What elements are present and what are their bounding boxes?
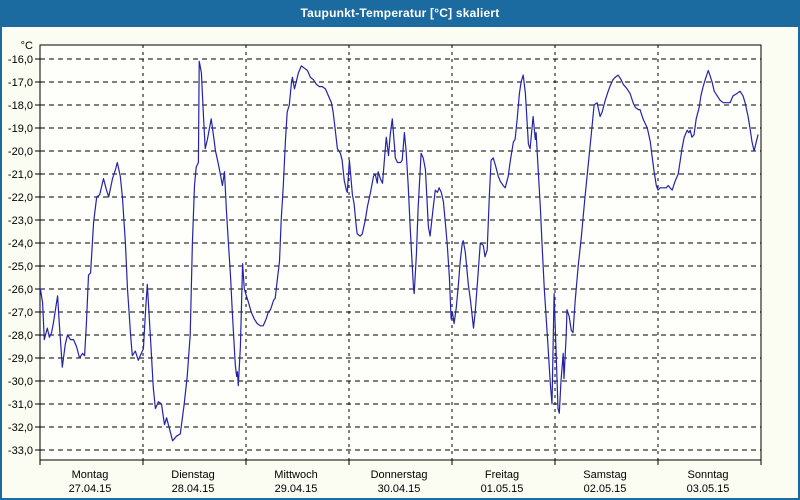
plot-border: [39, 44, 762, 461]
day-name-label: Mittwoch: [274, 469, 317, 481]
day-date-label: 29.04.15: [275, 483, 318, 495]
y-tick-label: -20,0: [8, 146, 33, 158]
chart-title: Taupunkt-Temperatur [°C] skaliert: [300, 6, 500, 20]
y-tick-label: -31,0: [8, 399, 33, 411]
title-bar: Taupunkt-Temperatur [°C] skaliert: [2, 0, 798, 27]
y-tick-label: -21,0: [8, 169, 33, 181]
chart-area: -16,0 -17,0 -18,0 -19,0 -20,0 -21,0 -22,0 -23,0…: [2, 27, 798, 498]
y-tick-label: -28,0: [8, 330, 33, 342]
day-name-label: Montag: [72, 469, 109, 481]
day-name-label: Freitag: [485, 469, 519, 481]
y-tick-label: -25,0: [8, 261, 33, 273]
y-tick-label: -32,0: [8, 422, 33, 434]
dewpoint-line: [39, 60, 759, 442]
y-tick-label: -17,0: [8, 77, 33, 89]
day-date-label: 30.04.15: [378, 483, 421, 495]
y-tick-label: -33,0: [8, 445, 33, 457]
day-date-label: 03.05.15: [687, 483, 730, 495]
day-name-label: Dienstag: [171, 469, 214, 481]
day-name-label: Sonntag: [688, 469, 729, 481]
day-name-label: Donnerstag: [371, 469, 428, 481]
y-tick-label: -30,0: [8, 376, 33, 388]
y-tick-label: -23,0: [8, 215, 33, 227]
y-tick-label: -24,0: [8, 238, 33, 250]
y-tick-label: -29,0: [8, 353, 33, 365]
y-tick-label: -22,0: [8, 192, 33, 204]
y-tick-label: -26,0: [8, 284, 33, 296]
plot-background: [40, 45, 761, 460]
y-tick-label: -19,0: [8, 123, 33, 135]
day-date-label: 02.05.15: [584, 483, 627, 495]
y-tick-label: -27,0: [8, 307, 33, 319]
y-axis-unit-label: °C: [21, 40, 33, 52]
y-tick-label: -18,0: [8, 100, 33, 112]
day-name-label: Samstag: [583, 469, 626, 481]
day-date-label: 01.05.15: [481, 483, 524, 495]
day-date-label: 28.04.15: [172, 483, 215, 495]
y-tick-label: -16,0: [8, 54, 33, 66]
day-date-label: 27.04.15: [69, 483, 112, 495]
chart-svg: -16,0 -17,0 -18,0 -19,0 -20,0 -21,0 -22,0 -23,0…: [8, 40, 762, 495]
